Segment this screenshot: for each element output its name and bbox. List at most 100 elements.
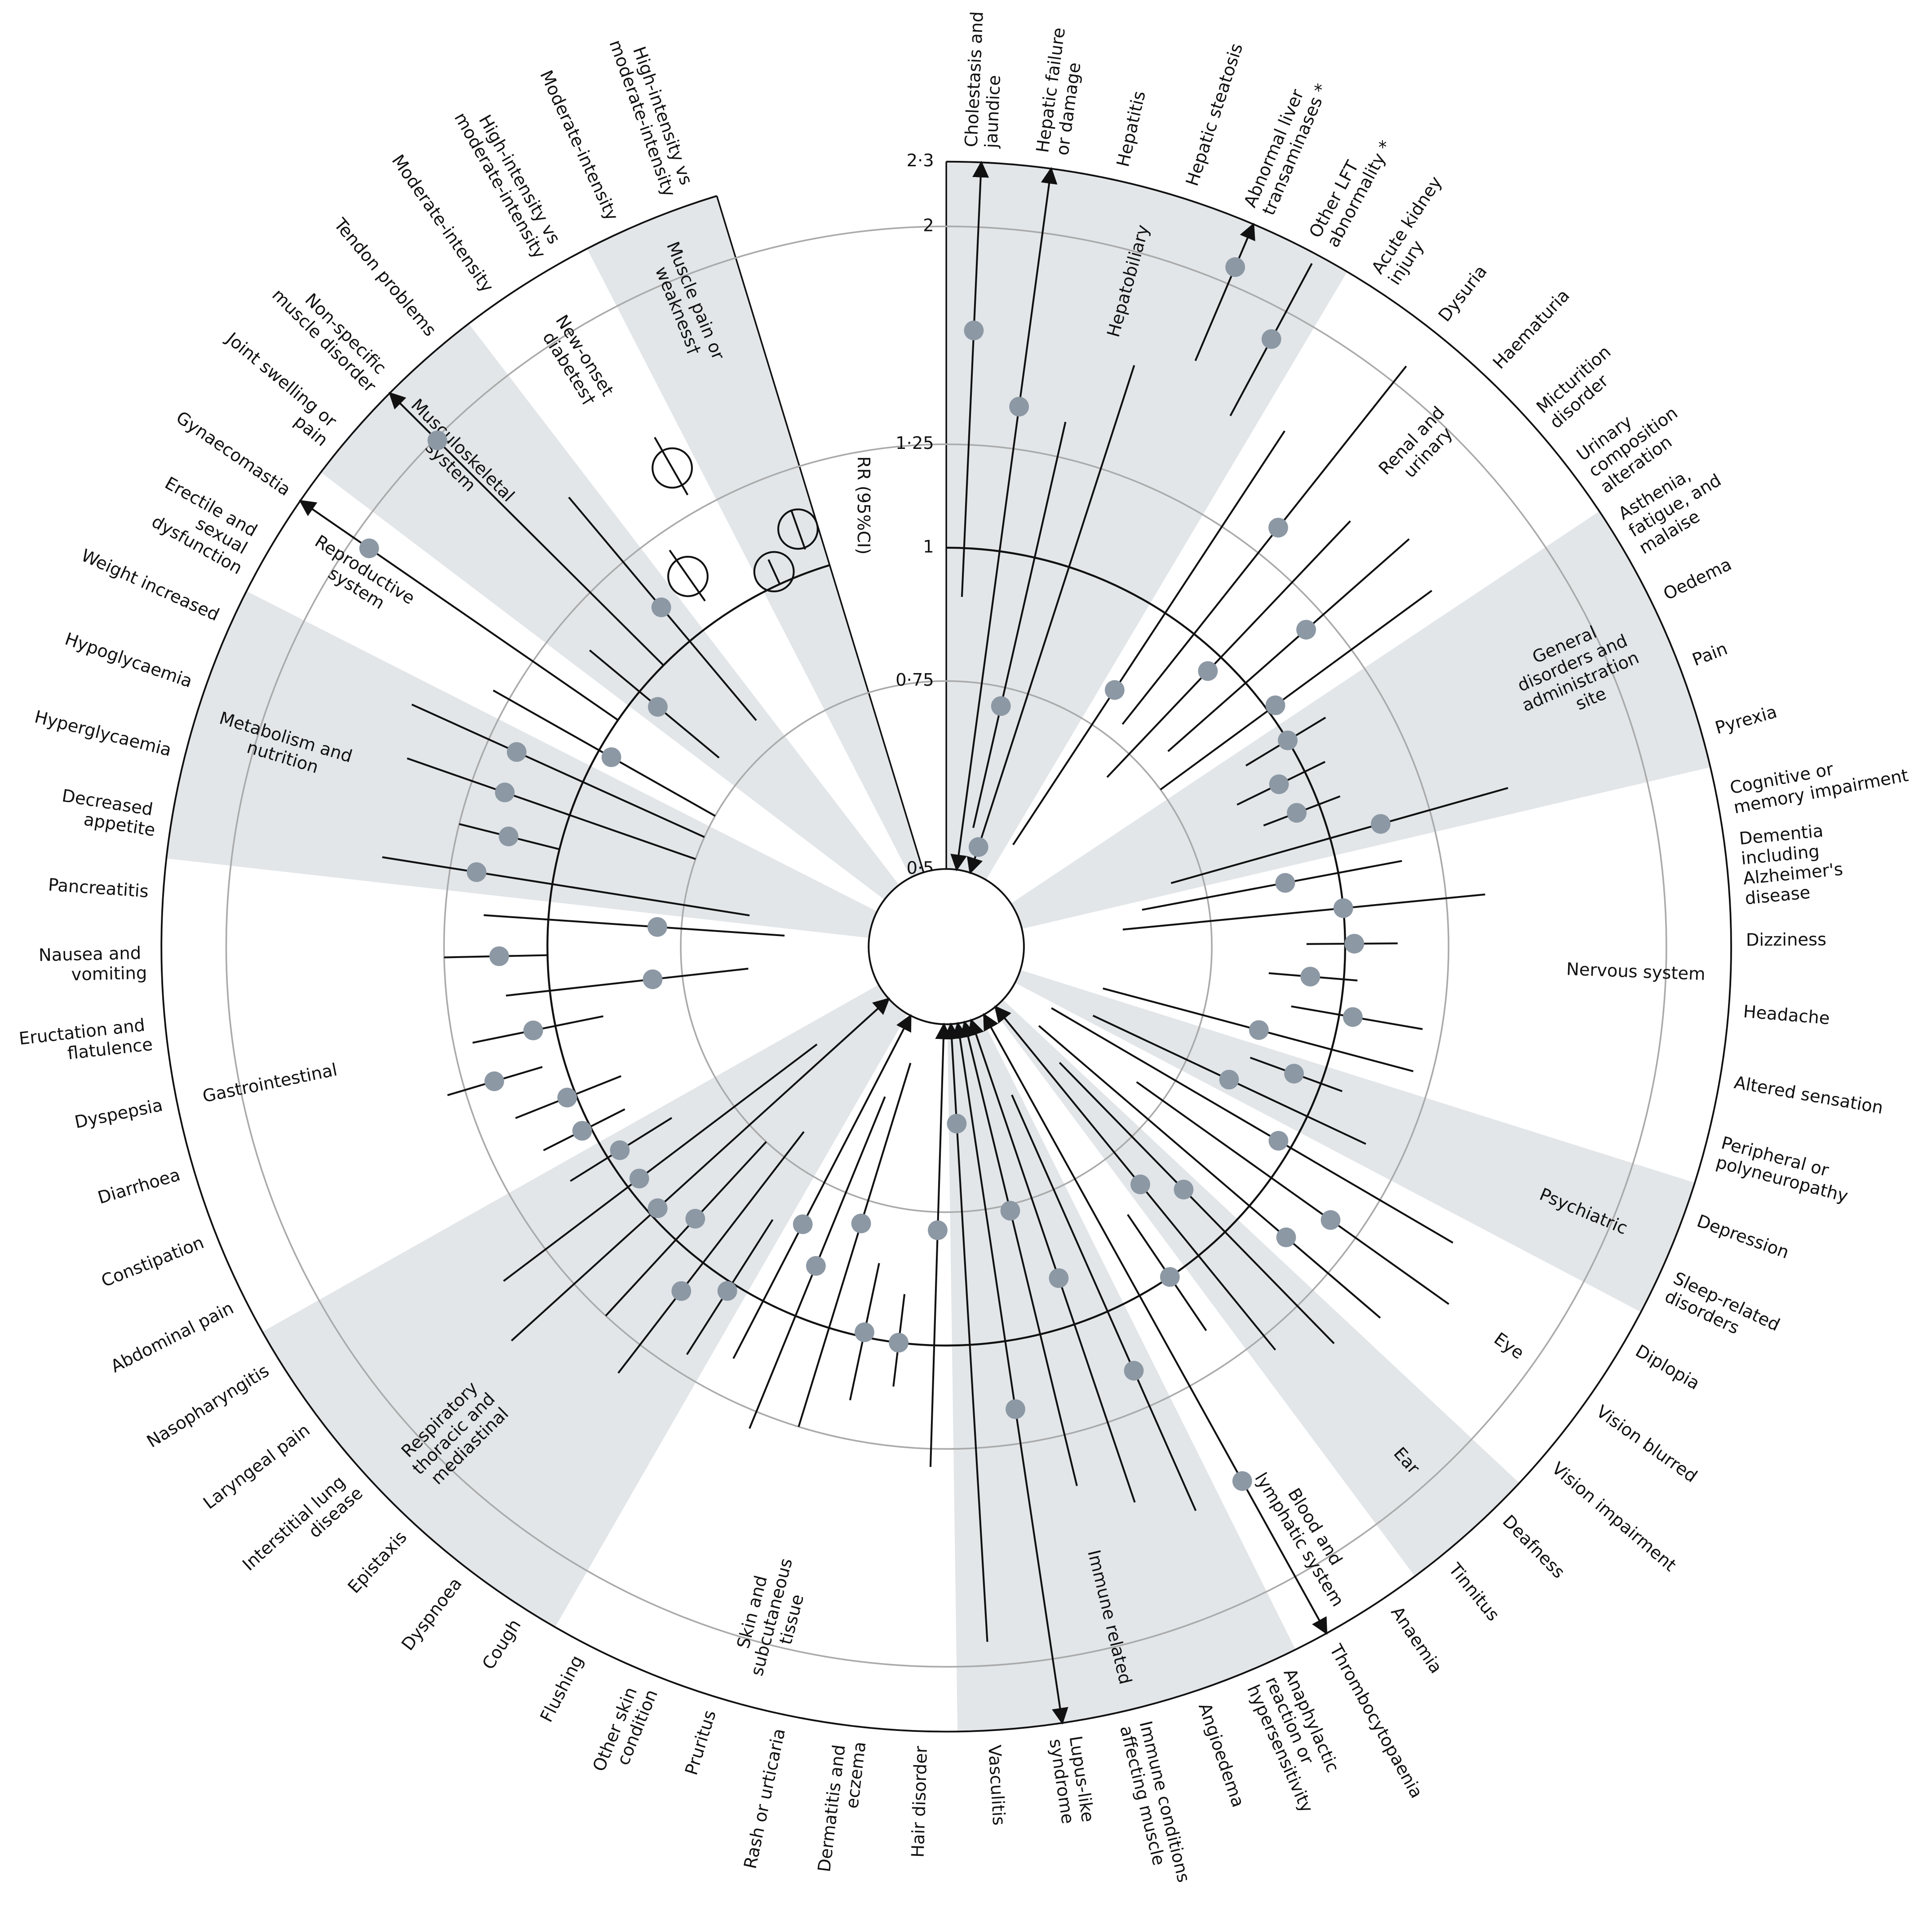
outcome-label: Rash or urticaria bbox=[740, 1726, 789, 1870]
section-shade bbox=[166, 591, 877, 938]
ci-line bbox=[382, 856, 750, 917]
outcome-label: Flushing bbox=[536, 1652, 587, 1725]
outcome-label: Dyspnoea bbox=[398, 1574, 466, 1654]
estimate-marker bbox=[1265, 695, 1285, 715]
estimate-marker bbox=[1300, 967, 1320, 987]
ci-line bbox=[966, 365, 1135, 874]
ci-line bbox=[1012, 430, 1285, 846]
estimate-marker bbox=[1333, 898, 1353, 918]
r-tick-label: 1 bbox=[923, 537, 934, 557]
section-shade bbox=[587, 196, 924, 878]
outcome-label: Peripheral or polyneuropathy bbox=[1714, 1132, 1856, 1206]
estimate-marker bbox=[1268, 518, 1288, 538]
ci-line bbox=[605, 1141, 767, 1317]
grid-ring bbox=[225, 226, 1667, 1668]
section-label: Gastrointestinal bbox=[201, 1060, 339, 1107]
ci-line bbox=[798, 1063, 912, 1427]
outcome-label: Other skin condition bbox=[589, 1679, 662, 1782]
ci-line bbox=[732, 1014, 912, 1359]
estimate-marker bbox=[717, 1281, 737, 1301]
ci-line bbox=[1167, 538, 1410, 752]
outcome-label: Epistaxis bbox=[344, 1527, 411, 1597]
estimate-marker bbox=[651, 447, 693, 489]
outcome-label: Thrombocytopaenia bbox=[1325, 1641, 1427, 1802]
outcome-label: Dyspepsia bbox=[73, 1095, 164, 1132]
ci-line bbox=[483, 914, 785, 937]
section-label: Nervous system bbox=[1566, 959, 1706, 985]
outcome-label: High-intensity vs moderate-intensity bbox=[605, 31, 698, 200]
estimate-marker bbox=[947, 1114, 967, 1134]
outcome-label: Erectile and sexual dysfunction bbox=[142, 473, 266, 578]
ci-line bbox=[407, 757, 696, 860]
outcome-label: Pain bbox=[1689, 639, 1730, 670]
section-label: Eye bbox=[1490, 1328, 1528, 1363]
ci-line bbox=[1170, 787, 1508, 884]
outcome-label: Hair disorder bbox=[908, 1746, 931, 1858]
outcome-label: Dizziness bbox=[1746, 929, 1826, 950]
estimate-marker bbox=[1160, 1267, 1180, 1287]
grid-ring bbox=[680, 680, 1213, 1213]
axis-label: RR (95%CI) bbox=[853, 456, 873, 555]
estimate-marker bbox=[1269, 774, 1289, 794]
outcome-label: Acute kidney injury bbox=[1368, 168, 1466, 288]
estimate-marker bbox=[777, 508, 819, 550]
estimate-marker bbox=[1249, 1020, 1269, 1040]
outcome-label: Vision impairment bbox=[1548, 1458, 1680, 1575]
outcome-label: Pyrexia bbox=[1713, 701, 1779, 738]
outcome-label: Dementia including Alzheimer's disease bbox=[1738, 818, 1851, 908]
estimate-marker bbox=[1275, 873, 1295, 893]
center-circle bbox=[868, 868, 1025, 1025]
outcome-label: Haematuria bbox=[1489, 285, 1573, 373]
outcome-label: Eructation and flatulence bbox=[18, 1014, 154, 1069]
estimate-marker bbox=[1261, 329, 1281, 349]
estimate-marker bbox=[629, 1168, 649, 1189]
estimate-marker bbox=[1000, 1201, 1020, 1221]
estimate-marker bbox=[647, 1198, 668, 1218]
estimate-marker bbox=[1174, 1180, 1194, 1200]
outcome-label: Hepatitis bbox=[1112, 89, 1149, 169]
estimate-marker bbox=[601, 747, 621, 768]
outcome-label: Deafness bbox=[1498, 1511, 1569, 1582]
ci-line bbox=[617, 1131, 805, 1374]
ci-line bbox=[929, 1022, 952, 1467]
outcome-label: Diplopia bbox=[1632, 1341, 1703, 1394]
estimate-marker bbox=[647, 917, 667, 937]
outcome-label: Immune conditions affecting muscle bbox=[1116, 1719, 1196, 1895]
estimate-marker bbox=[1371, 814, 1391, 834]
estimate-marker bbox=[806, 1256, 826, 1276]
ci-line bbox=[767, 559, 781, 585]
outcome-label: Cough bbox=[478, 1615, 525, 1673]
estimate-marker bbox=[1287, 803, 1307, 823]
estimate-marker bbox=[1284, 1064, 1304, 1084]
estimate-marker bbox=[1296, 620, 1316, 640]
outcome-label: Decreased appetite bbox=[58, 785, 160, 840]
ci-line bbox=[972, 422, 1067, 828]
outcome-label: Headache bbox=[1742, 1001, 1830, 1029]
ci-line bbox=[1194, 222, 1255, 361]
outcome-label: Diarrhoea bbox=[95, 1164, 182, 1208]
estimate-marker bbox=[671, 1281, 691, 1301]
estimate-marker bbox=[667, 555, 709, 597]
estimate-marker bbox=[1268, 1131, 1289, 1151]
ci-line bbox=[1160, 590, 1432, 790]
estimate-marker bbox=[643, 969, 663, 989]
estimate-marker bbox=[1278, 730, 1298, 750]
estimate-marker bbox=[1006, 1399, 1025, 1419]
estimate-marker bbox=[793, 1214, 813, 1234]
outcome-label: Other LFT abnormality * bbox=[1305, 128, 1396, 250]
outcome-label: Lupus-like syndrome bbox=[1046, 1735, 1099, 1832]
outcome-label: Tinnitus bbox=[1445, 1559, 1503, 1625]
outcome-label: Altered sensation bbox=[1733, 1072, 1884, 1118]
estimate-marker bbox=[1219, 1069, 1239, 1090]
outcome-label: Constipation bbox=[98, 1232, 207, 1291]
outcome-label: Pancreatitis bbox=[48, 874, 149, 901]
estimate-marker bbox=[484, 1071, 505, 1092]
outcome-label: Hyperglycaemia bbox=[32, 706, 173, 760]
outcome-label: Pruritus bbox=[681, 1708, 720, 1777]
estimate-marker bbox=[1343, 1007, 1363, 1027]
ci-line bbox=[299, 500, 619, 721]
outcome-label: Nausea and vomiting bbox=[39, 943, 147, 985]
estimate-marker bbox=[1225, 257, 1245, 277]
ci-line bbox=[505, 967, 749, 997]
